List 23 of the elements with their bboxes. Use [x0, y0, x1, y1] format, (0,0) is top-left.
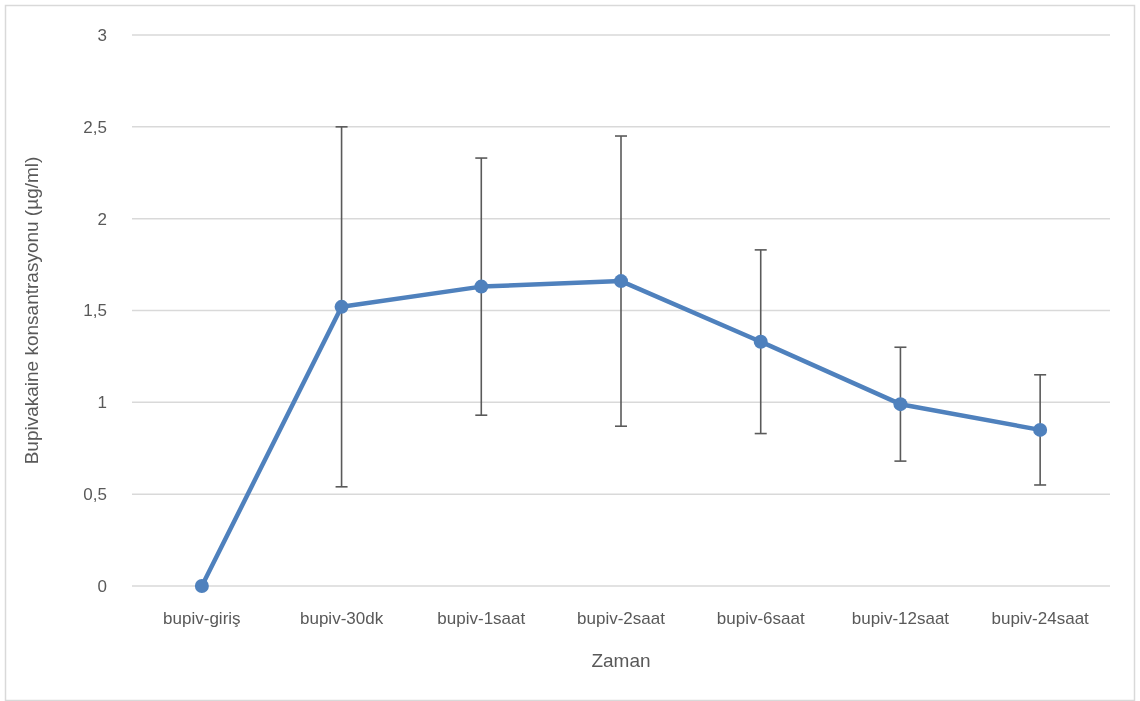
y-tick-label: 1,5: [83, 301, 107, 321]
x-tick-label: bupiv-12saat: [851, 609, 950, 628]
x-tick-label: bupiv-giriş: [163, 609, 241, 628]
point: [893, 397, 908, 412]
x-tick-label: bupiv-24saat: [991, 609, 1090, 628]
y-tick-label: 2,5: [83, 117, 107, 137]
point: [474, 279, 489, 294]
y-axis-title: Bupivakaine konsantrasyonu (µg/ml): [21, 156, 42, 465]
y-tick-label: 3: [97, 25, 107, 45]
y-tick-label: 0,5: [83, 485, 107, 505]
point: [194, 579, 209, 593]
x-tick-label: bupiv-30dk: [299, 609, 384, 628]
x-tick-label: bupiv-1saat: [437, 609, 526, 628]
x-tick-label: bupiv-6saat: [716, 609, 805, 628]
point: [753, 334, 768, 349]
point: [334, 299, 349, 314]
point: [614, 274, 628, 289]
y-tick-label: 0: [97, 576, 107, 596]
x-tick-label: bupiv-2saat: [577, 609, 666, 628]
y-tick-label: 1: [97, 393, 107, 413]
x-axis-title: Zaman: [591, 650, 651, 671]
y-tick-label: 2: [97, 209, 107, 229]
point: [1033, 422, 1048, 437]
